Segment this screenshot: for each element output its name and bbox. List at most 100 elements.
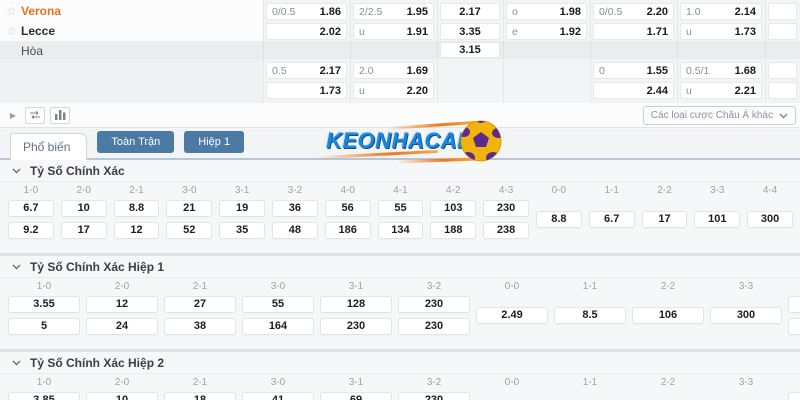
second-block-band bbox=[0, 59, 263, 103]
odds-cell[interactable]: 2.49 bbox=[476, 307, 548, 324]
odd-even-odds-cell[interactable]: o 1.98 bbox=[506, 3, 587, 20]
odds-cell[interactable]: 6.7 bbox=[8, 200, 54, 217]
odds-cell[interactable]: 55 bbox=[242, 296, 314, 313]
odds-cell[interactable]: 186 bbox=[324, 222, 371, 239]
odds-cell[interactable]: 101 bbox=[694, 211, 741, 228]
odds-cell[interactable]: 69 bbox=[320, 392, 392, 400]
odds-cell[interactable]: 9.2 bbox=[8, 222, 54, 239]
odds-cell[interactable]: 55 bbox=[377, 200, 424, 217]
tab-popular[interactable]: Phổ biến bbox=[10, 133, 88, 160]
odds-row-5: 1.73 u 2.20 2.44 u 2.21 bbox=[263, 82, 800, 99]
handicap-odds-cell[interactable]: 0 1.55 bbox=[593, 62, 674, 79]
over-under-odds-cell[interactable]: u 2.20 bbox=[353, 82, 434, 99]
odds-cell[interactable]: 238 bbox=[483, 222, 529, 239]
section-header[interactable]: Tỷ Số Chính Xác Hiệp 2 bbox=[0, 352, 800, 374]
handicap-odds-cell[interactable]: 0.5 2.17 bbox=[266, 62, 347, 79]
odds-cell[interactable]: 35 bbox=[219, 222, 265, 239]
section-title: Tỷ Số Chính Xác bbox=[30, 163, 125, 178]
over-under-odds-cell[interactable]: u 2.21 bbox=[680, 82, 762, 99]
over-under-odds-cell[interactable]: u 1.73 bbox=[680, 23, 762, 40]
score-header: 2-1 bbox=[192, 281, 208, 292]
odds-cell[interactable]: 19 bbox=[219, 200, 265, 217]
score-header: 2-2 bbox=[657, 185, 672, 196]
swap-icon[interactable] bbox=[25, 106, 45, 124]
star-icon[interactable]: ☆ bbox=[6, 4, 17, 18]
odds-cell[interactable]: 36 bbox=[271, 200, 318, 217]
odds-cell[interactable]: 38 bbox=[164, 318, 236, 335]
score-column: 4-0 56 186 bbox=[324, 185, 371, 244]
over-under-odds-cell[interactable]: 2/2.5 1.95 bbox=[353, 3, 434, 20]
tab-bar: Phổ biến Toàn Trận Hiệp 1 bbox=[0, 129, 800, 160]
1x2-odds-cell[interactable]: 2.17 bbox=[440, 3, 500, 20]
odds-cell[interactable]: 24 bbox=[86, 318, 158, 335]
handicap-odds-cell[interactable]: 1.71 bbox=[593, 23, 674, 40]
odds-cell[interactable]: 21 bbox=[166, 200, 213, 217]
odds-cell[interactable]: 230 bbox=[483, 200, 529, 217]
odds-cell[interactable]: 188 bbox=[430, 222, 477, 239]
over-under-odds-cell[interactable]: 2.0 1.69 bbox=[353, 62, 434, 79]
handicap-odds-cell[interactable]: 2.44 bbox=[593, 82, 674, 99]
odds-cell[interactable]: 134 bbox=[377, 222, 424, 239]
odds-cell[interactable]: 8.8 bbox=[535, 211, 582, 228]
handicap-odds-cell[interactable]: 1.73 bbox=[266, 82, 347, 99]
score-header: 1-1 bbox=[582, 281, 598, 292]
over-under-odds-cell[interactable]: 0.5/1 1.68 bbox=[680, 62, 762, 79]
odds-cell[interactable]: 5 bbox=[8, 318, 80, 335]
tab-full-match[interactable]: Toàn Trận bbox=[97, 131, 175, 153]
play-icon[interactable]: ▶ bbox=[9, 110, 17, 120]
odds-cell[interactable]: 6.7 bbox=[588, 211, 635, 228]
odds-cell[interactable]: 12 bbox=[86, 296, 158, 313]
odds-cell[interactable]: 300 bbox=[710, 307, 782, 324]
asian-bet-types-dropdown[interactable]: Các loại cược Châu Á khác bbox=[642, 106, 796, 125]
team-row-away: ☆ Lecce bbox=[6, 22, 55, 40]
tab-first-half[interactable]: Hiệp 1 bbox=[184, 131, 245, 153]
odds-cell[interactable]: 230 bbox=[398, 392, 470, 400]
odds-cell[interactable]: 41 bbox=[242, 392, 314, 400]
handicap-odds-cell[interactable]: 0/0.5 1.86 bbox=[266, 3, 347, 20]
odds-cell[interactable]: 17 bbox=[60, 222, 107, 239]
score-column: 2-0 10 17 bbox=[60, 185, 107, 244]
star-icon[interactable]: ☆ bbox=[6, 24, 17, 38]
home-team-name: Verona bbox=[21, 4, 62, 18]
column-separator bbox=[677, 0, 678, 103]
draw-row-band bbox=[0, 41, 800, 59]
odds-cell[interactable]: 12 bbox=[113, 222, 160, 239]
odds-cell[interactable]: 17 bbox=[641, 211, 688, 228]
odds-cell[interactable]: 8.8 bbox=[113, 200, 160, 217]
odds-cell[interactable]: 230 bbox=[320, 318, 392, 335]
odds-cell[interactable]: 230 bbox=[398, 318, 470, 335]
odds-cell[interactable]: 230 bbox=[398, 296, 470, 313]
handicap-odds-cell[interactable]: 0/0.5 2.20 bbox=[593, 3, 674, 20]
odds-cell[interactable]: 8.5 bbox=[554, 307, 626, 324]
1x2-odds-cell[interactable]: 3.35 bbox=[440, 23, 500, 40]
bar-chart-icon[interactable] bbox=[50, 106, 70, 124]
odds-cell[interactable]: 128 bbox=[320, 296, 392, 313]
over-under-odds-cell[interactable]: 1.0 2.14 bbox=[680, 3, 762, 20]
odds-cell[interactable]: 164 bbox=[242, 318, 314, 335]
section-header[interactable]: Tỷ Số Chính Xác bbox=[0, 160, 800, 182]
empty-odds-cell bbox=[768, 82, 797, 99]
handicap-odds-cell[interactable]: 2.02 bbox=[266, 23, 347, 40]
odds-cell[interactable]: 52 bbox=[166, 222, 213, 239]
odds-cell[interactable]: 18 bbox=[164, 392, 236, 400]
over-under-odds-cell[interactable]: u 1.91 bbox=[353, 23, 434, 40]
score-header: 1-1 bbox=[582, 377, 598, 388]
odds-cell[interactable]: 3.55 bbox=[8, 296, 80, 313]
odd-even-odds-cell[interactable]: e 1.92 bbox=[506, 23, 587, 40]
odds-cell[interactable]: 10 bbox=[86, 392, 158, 400]
odds-row-2: 2.02 u 1.91 3.35 e 1.92 1.71 u 1.73 bbox=[263, 23, 800, 40]
odds-cell[interactable]: 10 bbox=[60, 200, 107, 217]
column-separator bbox=[437, 0, 438, 103]
score-header: 2-0 bbox=[114, 281, 130, 292]
section-header[interactable]: Tỷ Số Chính Xác Hiệp 1 bbox=[0, 256, 800, 278]
score-column: 2-1 18 22 bbox=[164, 377, 236, 400]
score-column: 4-4 300 bbox=[747, 185, 793, 244]
odds-cell[interactable]: 27 bbox=[164, 296, 236, 313]
odds-cell[interactable]: 56 bbox=[324, 200, 371, 217]
odds-cell[interactable]: 3.85 bbox=[8, 392, 80, 400]
odds-cell[interactable]: 106 bbox=[632, 307, 704, 324]
odds-cell[interactable]: 103 bbox=[430, 200, 477, 217]
1x2-odds-cell[interactable]: 3.15 bbox=[440, 42, 500, 58]
odds-cell[interactable]: 48 bbox=[271, 222, 318, 239]
odds-cell[interactable]: 300 bbox=[747, 211, 793, 228]
